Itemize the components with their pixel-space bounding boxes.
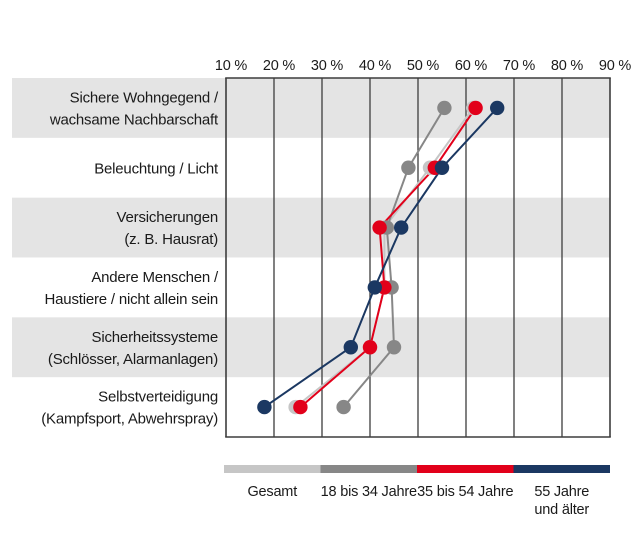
axis-tick-label: 30 % (311, 58, 344, 74)
legend-swatch-18-bis-34-jahre (320, 465, 417, 473)
axis-tick-label: 70 % (503, 58, 536, 74)
row-band (12, 78, 610, 138)
category-label: Haustiere / nicht allein sein (45, 291, 218, 308)
axis-tick-label: 80 % (551, 58, 584, 74)
legend-swatch-55-jahre-und-lter (513, 465, 610, 473)
category-label: (z. B. Hausrat) (124, 231, 218, 248)
category-label: (Schlösser, Alarmanlagen) (48, 351, 218, 368)
legend-label-55-jahre-und-lter: und älter (534, 502, 589, 518)
data-point-55-jahre-und-lter (343, 340, 358, 355)
row-band (12, 317, 610, 378)
legend-swatch-gesamt (224, 465, 321, 473)
legend-label-55-jahre-und-lter: 55 Jahre (534, 484, 589, 500)
row-band (12, 197, 610, 258)
data-point-18-bis-34-jahre (336, 399, 351, 415)
series-line-55-jahre-und-lter (263, 107, 498, 408)
series-line-18-bis-34-jahre (342, 107, 446, 408)
axis-tick-label: 60 % (455, 58, 488, 74)
category-label: Sichere Wohngegend / (70, 89, 219, 106)
data-point-18-bis-34-jahre (386, 340, 402, 355)
legend-swatch-35-bis-54-jahre (417, 465, 514, 473)
axis-tick-label: 20 % (263, 58, 296, 74)
axis-tick-label: 40 % (359, 58, 392, 74)
data-point-35-bis-54-jahre (293, 399, 308, 415)
axis-tick-label: 90 % (599, 58, 632, 74)
category-label: (Kampfsport, Abwehrspray) (41, 411, 218, 428)
legend-label-gesamt: Gesamt (247, 484, 297, 500)
legend-label-35-bis-54-jahre: 35 bis 54 Jahre (417, 484, 513, 500)
category-label: Andere Menschen / (91, 269, 219, 286)
category-label: Sicherheitssysteme (92, 329, 218, 346)
axis-tick-label: 10 % (215, 58, 248, 74)
data-point-35-bis-54-jahre (362, 340, 378, 355)
category-label: Versicherungen (117, 209, 218, 226)
data-point-55-jahre-und-lter (434, 160, 450, 175)
series-line-35-bis-54-jahre (299, 107, 477, 408)
axis-tick-label: 50 % (407, 58, 440, 74)
data-point-35-bis-54-jahre (372, 220, 387, 235)
data-point-55-jahre-und-lter (490, 100, 505, 116)
category-label: Selbstverteidigung (98, 389, 218, 406)
data-point-55-jahre-und-lter (394, 220, 409, 235)
category-label: wachsame Nachbarschaft (49, 111, 219, 128)
data-point-35-bis-54-jahre (468, 100, 483, 116)
data-point-55-jahre-und-lter (257, 399, 272, 415)
data-point-55-jahre-und-lter (367, 280, 382, 295)
data-point-18-bis-34-jahre (401, 160, 416, 175)
data-point-18-bis-34-jahre (437, 100, 452, 116)
legend-label-18-bis-34-jahre: 18 bis 34 Jahre (321, 484, 417, 500)
category-label: Beleuchtung / Licht (94, 160, 219, 177)
